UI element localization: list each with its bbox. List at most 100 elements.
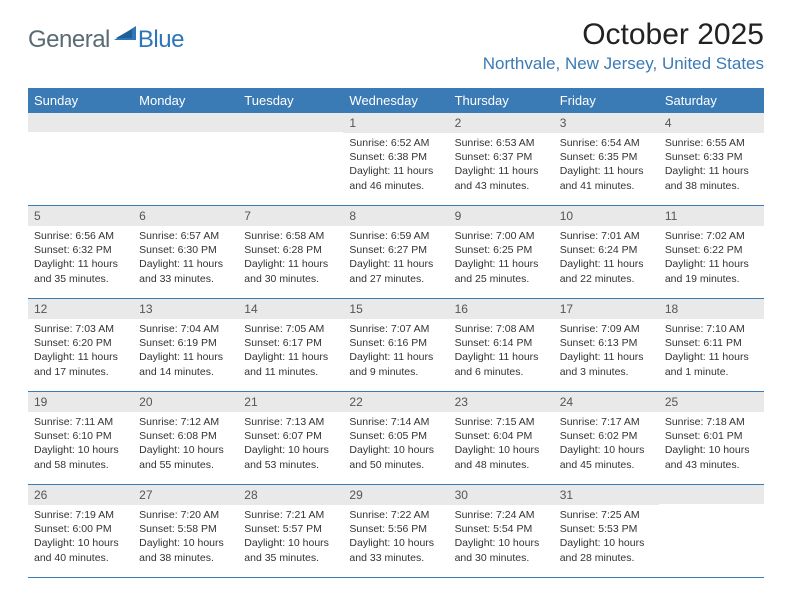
sunset-line: Sunset: 6:30 PM <box>139 243 232 257</box>
weekday-header-row: Sunday Monday Tuesday Wednesday Thursday… <box>28 88 764 113</box>
sunrise-line: Sunrise: 7:22 AM <box>349 508 442 522</box>
day-data: Sunrise: 7:08 AMSunset: 6:14 PMDaylight:… <box>449 319 554 385</box>
day-cell: 28Sunrise: 7:21 AMSunset: 5:57 PMDayligh… <box>238 485 343 577</box>
day-number: 10 <box>554 206 659 226</box>
day-cell: 19Sunrise: 7:11 AMSunset: 6:10 PMDayligh… <box>28 392 133 484</box>
daylight-line: Daylight: 11 hours and 14 minutes. <box>139 350 232 378</box>
day-cell: 29Sunrise: 7:22 AMSunset: 5:56 PMDayligh… <box>343 485 448 577</box>
day-number: 4 <box>659 113 764 133</box>
day-cell: 18Sunrise: 7:10 AMSunset: 6:11 PMDayligh… <box>659 299 764 391</box>
sunrise-line: Sunrise: 7:18 AM <box>665 415 758 429</box>
day-number: 23 <box>449 392 554 412</box>
sunrise-line: Sunrise: 7:25 AM <box>560 508 653 522</box>
day-cell: 26Sunrise: 7:19 AMSunset: 6:00 PMDayligh… <box>28 485 133 577</box>
daylight-line: Daylight: 11 hours and 33 minutes. <box>139 257 232 285</box>
sunrise-line: Sunrise: 7:04 AM <box>139 322 232 336</box>
sunset-line: Sunset: 6:05 PM <box>349 429 442 443</box>
sunset-line: Sunset: 6:35 PM <box>560 150 653 164</box>
daylight-line: Daylight: 11 hours and 6 minutes. <box>455 350 548 378</box>
sunset-line: Sunset: 6:20 PM <box>34 336 127 350</box>
daylight-line: Daylight: 10 hours and 28 minutes. <box>560 536 653 564</box>
day-data: Sunrise: 7:21 AMSunset: 5:57 PMDaylight:… <box>238 505 343 571</box>
day-cell: 9Sunrise: 7:00 AMSunset: 6:25 PMDaylight… <box>449 206 554 298</box>
daylight-line: Daylight: 10 hours and 45 minutes. <box>560 443 653 471</box>
day-number <box>28 113 133 132</box>
sunset-line: Sunset: 6:00 PM <box>34 522 127 536</box>
daylight-line: Daylight: 10 hours and 30 minutes. <box>455 536 548 564</box>
sunrise-line: Sunrise: 7:05 AM <box>244 322 337 336</box>
triangle-icon <box>114 24 136 45</box>
sunrise-line: Sunrise: 6:52 AM <box>349 136 442 150</box>
day-cell: 16Sunrise: 7:08 AMSunset: 6:14 PMDayligh… <box>449 299 554 391</box>
sunset-line: Sunset: 6:27 PM <box>349 243 442 257</box>
logo-text-general: General <box>28 26 110 54</box>
sunrise-line: Sunrise: 6:56 AM <box>34 229 127 243</box>
day-data: Sunrise: 7:15 AMSunset: 6:04 PMDaylight:… <box>449 412 554 478</box>
day-data: Sunrise: 7:04 AMSunset: 6:19 PMDaylight:… <box>133 319 238 385</box>
day-data: Sunrise: 7:07 AMSunset: 6:16 PMDaylight:… <box>343 319 448 385</box>
weekday-header: Wednesday <box>343 88 448 113</box>
day-number: 18 <box>659 299 764 319</box>
day-number: 7 <box>238 206 343 226</box>
month-title: October 2025 <box>483 18 764 52</box>
day-number: 28 <box>238 485 343 505</box>
day-data: Sunrise: 6:59 AMSunset: 6:27 PMDaylight:… <box>343 226 448 292</box>
day-data: Sunrise: 7:22 AMSunset: 5:56 PMDaylight:… <box>343 505 448 571</box>
day-data: Sunrise: 7:09 AMSunset: 6:13 PMDaylight:… <box>554 319 659 385</box>
daylight-line: Daylight: 10 hours and 38 minutes. <box>139 536 232 564</box>
sunset-line: Sunset: 6:16 PM <box>349 336 442 350</box>
day-number: 27 <box>133 485 238 505</box>
sunrise-line: Sunrise: 6:57 AM <box>139 229 232 243</box>
sunset-line: Sunset: 6:01 PM <box>665 429 758 443</box>
day-cell: 22Sunrise: 7:14 AMSunset: 6:05 PMDayligh… <box>343 392 448 484</box>
daylight-line: Daylight: 11 hours and 1 minute. <box>665 350 758 378</box>
day-cell <box>238 113 343 205</box>
daylight-line: Daylight: 10 hours and 53 minutes. <box>244 443 337 471</box>
day-number: 22 <box>343 392 448 412</box>
day-number <box>238 113 343 132</box>
sunrise-line: Sunrise: 7:10 AM <box>665 322 758 336</box>
day-data: Sunrise: 7:11 AMSunset: 6:10 PMDaylight:… <box>28 412 133 478</box>
day-cell: 23Sunrise: 7:15 AMSunset: 6:04 PMDayligh… <box>449 392 554 484</box>
day-number: 3 <box>554 113 659 133</box>
sunset-line: Sunset: 6:13 PM <box>560 336 653 350</box>
logo-text-blue: Blue <box>138 26 184 54</box>
day-number: 8 <box>343 206 448 226</box>
day-cell: 12Sunrise: 7:03 AMSunset: 6:20 PMDayligh… <box>28 299 133 391</box>
sunrise-line: Sunrise: 7:21 AM <box>244 508 337 522</box>
weekday-header: Thursday <box>449 88 554 113</box>
day-number: 12 <box>28 299 133 319</box>
sunrise-line: Sunrise: 7:03 AM <box>34 322 127 336</box>
day-cell: 24Sunrise: 7:17 AMSunset: 6:02 PMDayligh… <box>554 392 659 484</box>
sunrise-line: Sunrise: 7:17 AM <box>560 415 653 429</box>
day-cell: 8Sunrise: 6:59 AMSunset: 6:27 PMDaylight… <box>343 206 448 298</box>
day-cell: 10Sunrise: 7:01 AMSunset: 6:24 PMDayligh… <box>554 206 659 298</box>
sunset-line: Sunset: 5:56 PM <box>349 522 442 536</box>
day-cell: 4Sunrise: 6:55 AMSunset: 6:33 PMDaylight… <box>659 113 764 205</box>
day-cell: 2Sunrise: 6:53 AMSunset: 6:37 PMDaylight… <box>449 113 554 205</box>
sunrise-line: Sunrise: 7:02 AM <box>665 229 758 243</box>
sunset-line: Sunset: 6:38 PM <box>349 150 442 164</box>
day-cell: 6Sunrise: 6:57 AMSunset: 6:30 PMDaylight… <box>133 206 238 298</box>
day-number <box>659 485 764 504</box>
daylight-line: Daylight: 11 hours and 46 minutes. <box>349 164 442 192</box>
sunrise-line: Sunrise: 7:01 AM <box>560 229 653 243</box>
daylight-line: Daylight: 10 hours and 35 minutes. <box>244 536 337 564</box>
sunset-line: Sunset: 6:33 PM <box>665 150 758 164</box>
day-number: 20 <box>133 392 238 412</box>
day-cell: 7Sunrise: 6:58 AMSunset: 6:28 PMDaylight… <box>238 206 343 298</box>
header: General Blue October 2025 Northvale, New… <box>28 18 764 74</box>
day-number: 15 <box>343 299 448 319</box>
week-row: 19Sunrise: 7:11 AMSunset: 6:10 PMDayligh… <box>28 392 764 485</box>
sunrise-line: Sunrise: 7:08 AM <box>455 322 548 336</box>
day-number: 24 <box>554 392 659 412</box>
location: Northvale, New Jersey, United States <box>483 54 764 74</box>
day-cell <box>133 113 238 205</box>
day-data: Sunrise: 6:53 AMSunset: 6:37 PMDaylight:… <box>449 133 554 199</box>
daylight-line: Daylight: 10 hours and 55 minutes. <box>139 443 232 471</box>
sunrise-line: Sunrise: 7:09 AM <box>560 322 653 336</box>
sunset-line: Sunset: 5:54 PM <box>455 522 548 536</box>
sunrise-line: Sunrise: 7:20 AM <box>139 508 232 522</box>
day-cell: 13Sunrise: 7:04 AMSunset: 6:19 PMDayligh… <box>133 299 238 391</box>
day-number: 25 <box>659 392 764 412</box>
